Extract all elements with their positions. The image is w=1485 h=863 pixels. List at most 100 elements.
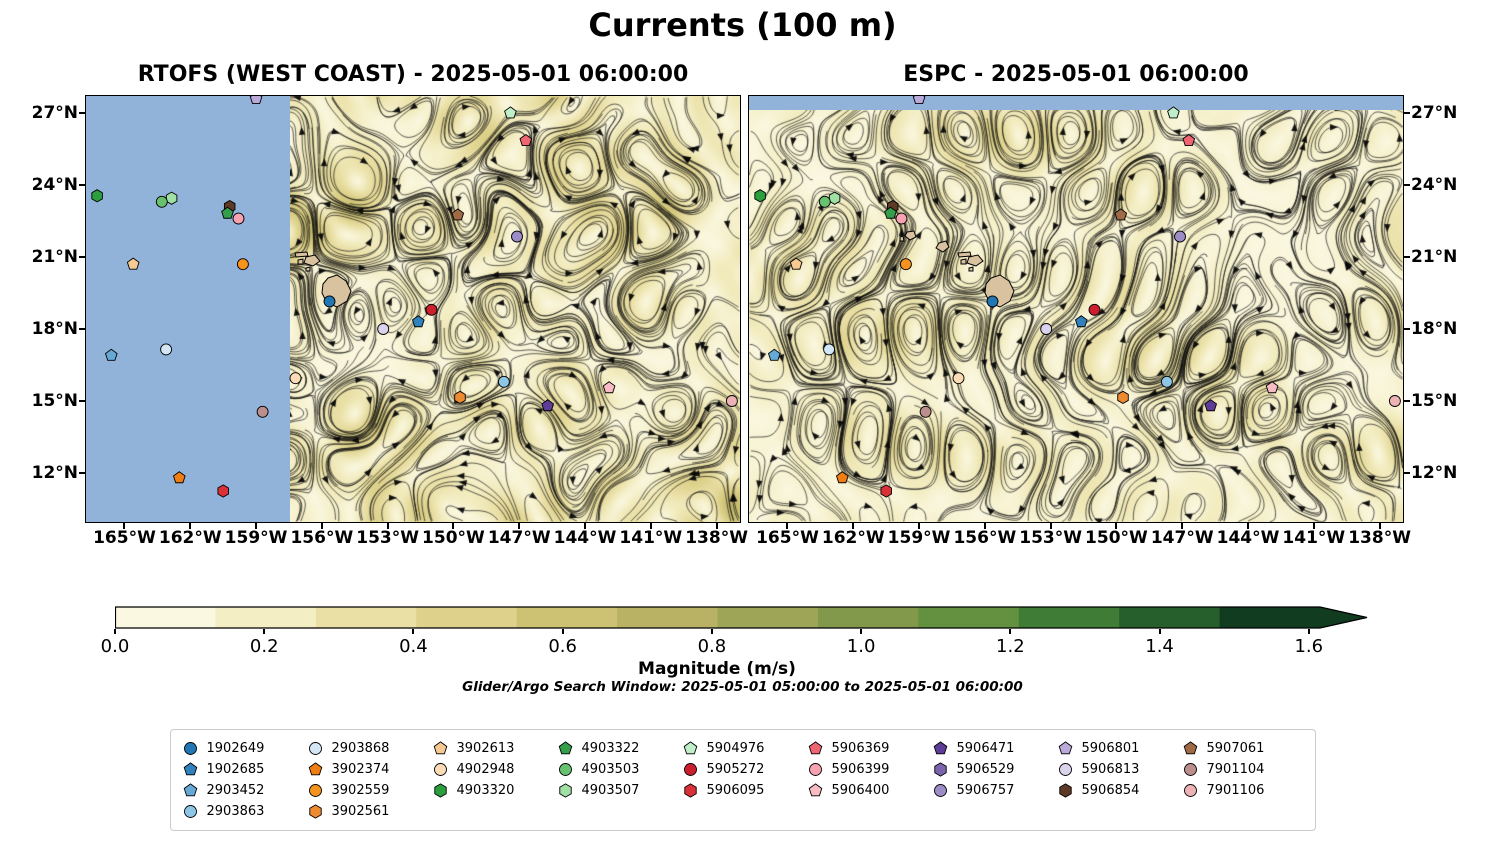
- legend-entry-label: 4903503: [581, 762, 640, 777]
- float-marker-3902613: [789, 257, 803, 270]
- streamlines-canvas-espc: [748, 95, 1404, 523]
- x-tick-label: 144°W: [1216, 528, 1280, 548]
- y-tick-mark: [79, 112, 85, 114]
- x-tick-mark: [1049, 523, 1052, 529]
- colorbar-tick-label: 1.2: [996, 636, 1025, 657]
- colorbar-tick-label: 0.6: [548, 636, 577, 657]
- x-tick-mark: [518, 523, 521, 529]
- y-tick-mark: [1404, 256, 1410, 258]
- legend-marker-circle-icon: [1058, 763, 1072, 776]
- legend-entry-5907061: 5907061: [1183, 738, 1303, 759]
- y-tick-mark: [79, 328, 85, 330]
- float-marker-5906095: [880, 484, 892, 498]
- float-marker-4902948: [289, 372, 302, 385]
- colorbar-band: [617, 607, 719, 628]
- float-marker-1902685: [1074, 315, 1088, 328]
- legend-column: 5906801 5906813 5906854: [1058, 738, 1178, 822]
- legend-entry-7901104: 7901104: [1183, 759, 1303, 780]
- legend-marker-circle-icon: [433, 763, 447, 776]
- x-tick-label: 159°W: [887, 528, 951, 548]
- colorbar-band: [315, 607, 417, 628]
- legend-entry-label: 5906854: [1081, 783, 1140, 798]
- legend-entry-5906369: 5906369: [808, 738, 928, 759]
- legend-entry-label: 4902948: [456, 762, 515, 777]
- legend-entry-label: 2903863: [206, 804, 265, 819]
- y-tick-mark: [1404, 184, 1410, 186]
- legend-entry-3902374: 3902374: [308, 759, 428, 780]
- legend-marker-pentagon-icon: [433, 741, 447, 755]
- legend-marker-hexagon-icon: [1058, 783, 1072, 798]
- legend-marker-circle-icon: [933, 784, 947, 797]
- colorbar-band: [817, 607, 919, 628]
- legend-entry-label: 5906369: [831, 741, 890, 756]
- x-tick-label: 147°W: [1150, 528, 1214, 548]
- colorbar-label: Magnitude (m/s): [638, 659, 796, 679]
- legend-entry-4903507: 4903507: [558, 780, 678, 801]
- legend-entry-1902649: 1902649: [183, 738, 303, 759]
- legend-entry-5906471: 5906471: [933, 738, 1053, 759]
- legend-column: 5906369 5906399 5906400: [808, 738, 928, 822]
- float-marker-5906400: [1265, 381, 1279, 394]
- float-marker-5907061: [451, 208, 465, 221]
- x-tick-mark: [1115, 523, 1118, 529]
- float-marker-5906757: [1174, 230, 1186, 243]
- legend-marker-pentagon-icon: [183, 762, 197, 776]
- x-tick-mark: [1378, 523, 1381, 529]
- colorbar-band: [516, 607, 618, 628]
- legend-marker-pentagon-icon: [183, 783, 197, 797]
- legend-entry-label: 3902561: [331, 804, 390, 819]
- legend-entry-1902685: 1902685: [183, 759, 303, 780]
- y-tick-mark: [1404, 472, 1410, 474]
- float-marker-5906813: [1040, 323, 1053, 335]
- legend-column: 3902613 4902948 4903320: [433, 738, 553, 822]
- float-marker-2903452: [104, 348, 118, 361]
- legend-marker-pentagon-icon: [308, 762, 322, 776]
- colorbar-extend-arrow: [1320, 607, 1367, 628]
- x-tick-label: 156°W: [290, 528, 354, 548]
- legend-entry-7901106: 7901106: [1183, 780, 1303, 801]
- legend-marker-circle-icon: [308, 742, 322, 755]
- legend-marker-circle-icon: [308, 784, 322, 797]
- island-shape: [294, 251, 309, 258]
- float-marker-4903322: [221, 206, 234, 219]
- legend-entry-label: 5906471: [956, 741, 1015, 756]
- legend-marker-hexagon-icon: [558, 783, 572, 798]
- panel-title-espc: ESPC - 2025-05-01 06:00:00: [903, 62, 1249, 87]
- legend-entry-label: 4903322: [581, 741, 640, 756]
- figure-title: Currents (100 m): [588, 6, 897, 44]
- colorbar-tick-mark: [860, 629, 863, 634]
- float-marker-5906757: [511, 230, 523, 243]
- x-tick-mark: [189, 523, 192, 529]
- float-marker-4903507: [165, 191, 178, 205]
- float-marker-4903507: [828, 191, 841, 205]
- x-tick-label: 141°W: [619, 528, 683, 548]
- legend-entry-4902948: 4902948: [433, 759, 553, 780]
- x-tick-mark: [983, 523, 986, 529]
- float-marker-5906369: [519, 133, 533, 146]
- legend-marker-hexagon-icon: [933, 762, 947, 777]
- legend-entry-label: 5906400: [831, 783, 890, 798]
- colorbar-tick-mark: [1009, 629, 1012, 634]
- float-marker-4903503: [818, 195, 831, 208]
- legend-marker-circle-icon: [683, 763, 697, 776]
- y-tick-label: 18°N: [1411, 319, 1458, 339]
- legend-entry-5906801: 5906801: [1058, 738, 1178, 759]
- legend-entry-label: 5907061: [1206, 741, 1265, 756]
- x-tick-mark: [386, 523, 389, 529]
- island-shape: [968, 266, 974, 272]
- legend-entry-label: 5906801: [1081, 741, 1140, 756]
- legend-column: 5906471 5906529 5906757: [933, 738, 1053, 822]
- legend-entry-label: 5905272: [706, 762, 765, 777]
- float-marker-3902374: [835, 471, 849, 484]
- float-marker-2903863: [1160, 375, 1173, 388]
- legend-marker-circle-icon: [808, 763, 822, 776]
- float-marker-3902613: [126, 257, 140, 270]
- float-marker-2903863: [497, 375, 510, 388]
- float-marker-3902561: [1117, 390, 1129, 405]
- x-tick-label: 156°W: [953, 528, 1017, 548]
- float-marker-3902559: [236, 258, 249, 271]
- float-marker-7901104: [256, 405, 269, 418]
- legend-entry-4903320: 4903320: [433, 780, 553, 801]
- colorbar-tick-mark: [710, 629, 713, 634]
